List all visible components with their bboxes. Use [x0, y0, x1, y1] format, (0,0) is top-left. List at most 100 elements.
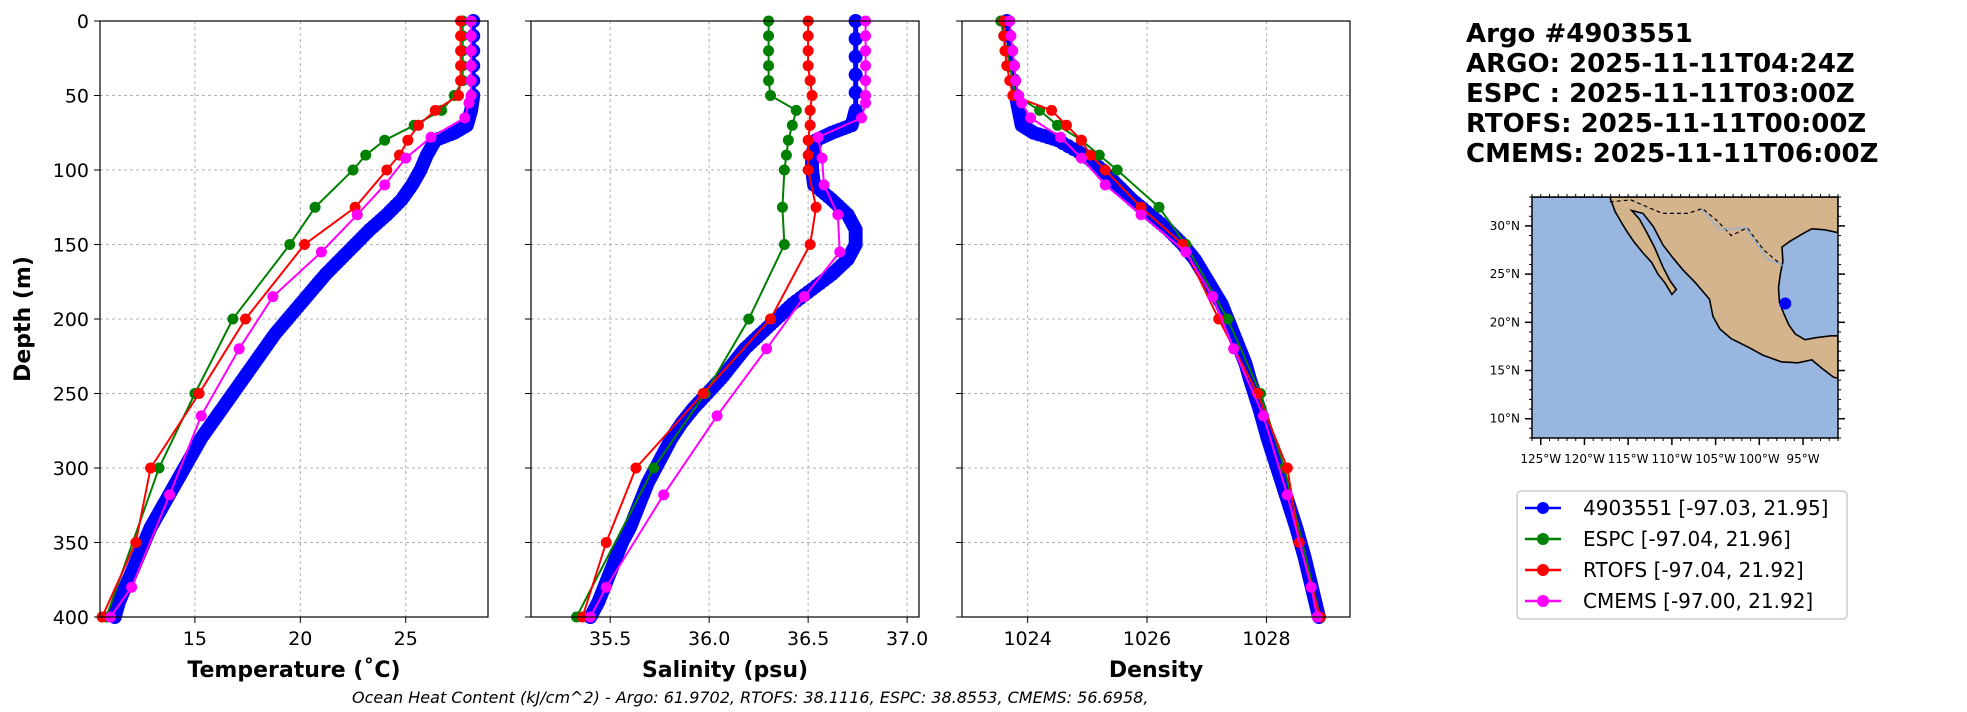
density-panel: 1024 1026 1028 Density: [956, 14, 1351, 683]
x-tick-label: 36.5: [787, 628, 829, 650]
data-point: [834, 246, 846, 258]
data-point: [379, 134, 391, 146]
data-point: [802, 164, 814, 176]
data-point: [465, 60, 477, 72]
map-lat-label: 30°N: [1490, 219, 1520, 233]
data-point: [455, 75, 467, 87]
x-tick-label: 1026: [1123, 628, 1171, 650]
title-argo-time: ARGO: 2025-11-11T04:24Z: [1466, 49, 1855, 79]
map-lat-label: 25°N: [1490, 267, 1520, 281]
data-point: [848, 67, 863, 82]
data-point: [802, 149, 814, 161]
data-point: [347, 164, 359, 176]
data-point: [1009, 60, 1021, 72]
title-float-id: Argo #4903551: [1466, 19, 1693, 49]
data-point: [804, 104, 816, 116]
data-point: [1111, 164, 1123, 176]
data-point: [299, 239, 311, 250]
data-point: [816, 152, 828, 164]
data-point: [412, 119, 424, 131]
map-lat-label: 20°N: [1490, 315, 1520, 329]
x-tick-label: 20: [288, 628, 312, 650]
float-location-marker: [1779, 297, 1792, 310]
data-point: [806, 90, 818, 101]
x-tick-label: 35.5: [589, 628, 631, 650]
y-tick-label: 50: [65, 86, 89, 108]
data-point: [315, 246, 327, 258]
data-point: [1001, 60, 1013, 72]
data-point: [455, 60, 467, 72]
legend-label-cmems: CMEMS [-97.00, 21.92]: [1583, 589, 1813, 613]
data-point: [1075, 134, 1087, 146]
temperature-xlabel: Temperature (˚C): [187, 658, 400, 683]
data-point: [1180, 246, 1192, 258]
legend-entry-rtofs: RTOFS [-97.04, 21.92]: [1525, 558, 1804, 582]
legend-label-argo: 4903551 [-97.03, 21.95]: [1583, 496, 1828, 520]
data-point: [600, 581, 612, 593]
data-point: [856, 112, 868, 124]
data-point: [763, 45, 775, 57]
data-point: [818, 179, 830, 191]
data-point: [425, 131, 437, 143]
data-point: [802, 45, 814, 57]
map-land: [1532, 197, 1838, 380]
depth-ylabel: Depth (m): [11, 256, 36, 382]
data-point: [778, 164, 790, 176]
data-point: [658, 489, 670, 501]
data-point: [1010, 75, 1022, 87]
data-point: [379, 179, 391, 191]
data-point: [804, 239, 816, 250]
map-lon-label: 125°W: [1520, 452, 1561, 466]
data-point: [463, 97, 475, 109]
data-point: [1046, 104, 1058, 116]
profile-plots: 15 20 25050100150200250300350400Temperatur…: [11, 11, 1351, 683]
map-lon-label: 120°W: [1564, 452, 1605, 466]
salinity-xlabel: Salinity (psu): [642, 658, 808, 683]
y-tick-label: 0: [77, 11, 89, 33]
map-lon-label: 110°W: [1651, 452, 1692, 466]
data-point: [765, 90, 777, 101]
salinity-series-rtofs: [576, 15, 822, 623]
data-point: [1305, 581, 1317, 593]
data-point: [455, 30, 467, 42]
map-lon-label: 105°W: [1695, 452, 1736, 466]
data-point: [812, 131, 824, 143]
data-point: [402, 134, 414, 146]
data-point: [1099, 179, 1111, 191]
data-point: [351, 209, 363, 221]
map-lon-label: 115°W: [1608, 452, 1649, 466]
data-point: [743, 313, 755, 325]
data-point: [381, 164, 393, 176]
data-point: [465, 45, 477, 57]
temperature-series-rtofs: [96, 15, 467, 623]
legend-entry-argo: 4903551 [-97.03, 21.95]: [1525, 496, 1828, 520]
data-point: [1052, 119, 1064, 131]
data-point: [1153, 201, 1165, 213]
data-point: [860, 45, 872, 57]
data-point: [164, 489, 176, 501]
density-series-cmems: [1004, 15, 1323, 623]
data-point: [1075, 152, 1087, 164]
data-point: [1257, 410, 1269, 422]
legend-entry-cmems: CMEMS [-97.00, 21.92]: [1525, 589, 1813, 613]
title-cmems-time: CMEMS: 2025-11-11T06:00Z: [1466, 139, 1878, 169]
data-point: [1222, 313, 1234, 325]
legend-label-rtofs: RTOFS [-97.04, 21.92]: [1583, 558, 1804, 582]
data-point: [763, 75, 775, 87]
map-lon-label: 100°W: [1739, 452, 1780, 466]
salinity-series-espc: [571, 15, 802, 623]
map-lat-label: 15°N: [1490, 364, 1520, 378]
location-map: 30°N 25°N 20°N 15°N 10°N 125°W 120°W 115°W 110°W…: [1490, 194, 1845, 466]
data-point: [1099, 164, 1111, 176]
data-point: [227, 313, 239, 325]
data-point: [697, 388, 709, 399]
data-point: [309, 201, 321, 213]
data-point: [145, 462, 157, 474]
data-point: [360, 149, 372, 161]
data-point: [848, 49, 863, 64]
data-point: [130, 537, 142, 548]
y-tick-label: 100: [53, 160, 89, 182]
data-point: [1005, 30, 1017, 42]
data-point: [763, 30, 775, 42]
